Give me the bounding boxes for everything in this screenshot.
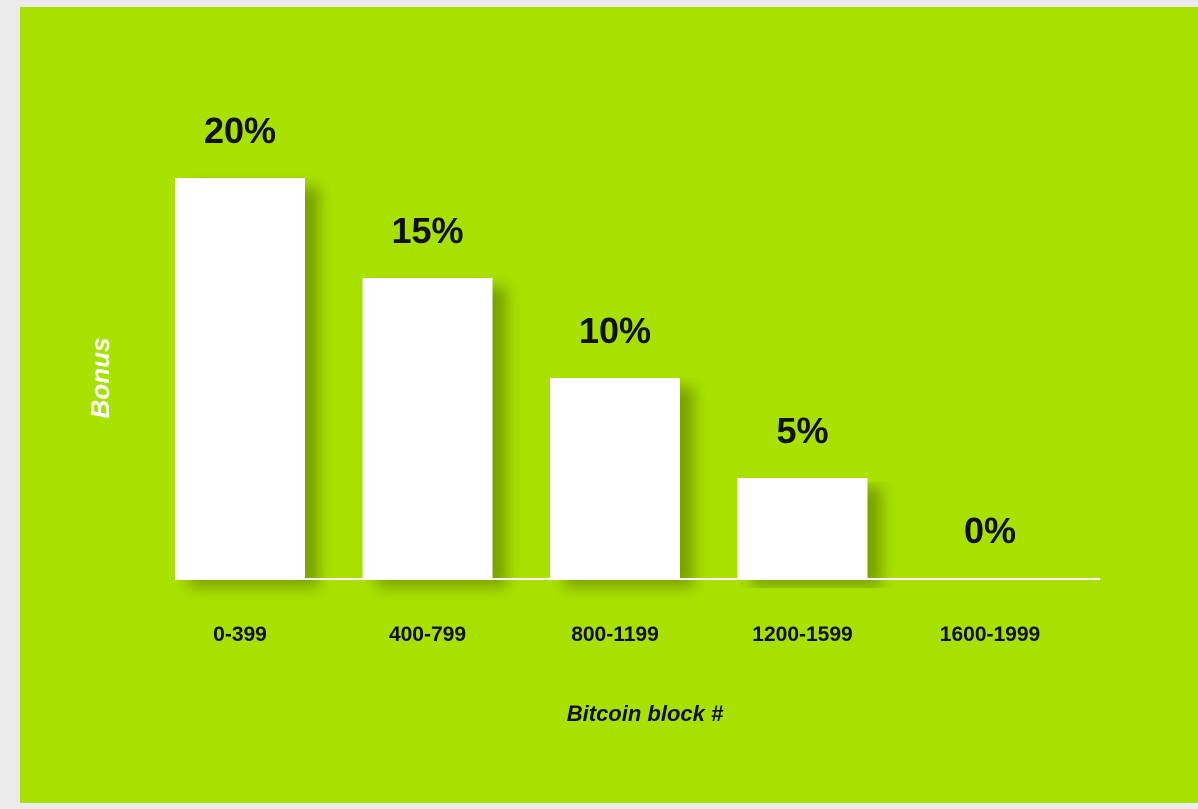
- tick-label-400-799: 400-799: [389, 623, 466, 646]
- data-label-800-1199: 10%: [579, 310, 651, 351]
- tick-label-800-1199: 800-1199: [571, 623, 659, 646]
- data-label-0-399: 20%: [204, 110, 276, 151]
- value-labels-group: 20% 15% 10% 5% 0%: [204, 110, 1016, 551]
- tick-label-0-399: 0-399: [213, 623, 267, 646]
- bar-0-399: [175, 178, 305, 578]
- tick-label-1600-1999: 1600-1999: [940, 623, 1040, 646]
- bar-400-799: [362, 278, 493, 578]
- x-axis-title: Bitcoin block #: [567, 701, 724, 726]
- chart-panel: 20% 15% 10% 5% 0% 0-399 400-799 800-1199 1200-1…: [20, 7, 1198, 803]
- data-label-1200-1599: 5%: [776, 410, 828, 451]
- bar-1200-1599: [737, 478, 868, 578]
- bar-chart: 20% 15% 10% 5% 0% 0-399 400-799 800-1199 1200-1…: [85, 110, 1100, 726]
- category-labels-group: 0-399 400-799 800-1199 1200-1599 1600-1999: [213, 623, 1040, 646]
- bar-800-1199: [550, 378, 680, 578]
- bars-group: [175, 178, 868, 578]
- y-axis-title: Bonus: [85, 338, 115, 419]
- data-label-400-799: 15%: [391, 210, 463, 251]
- tick-label-1200-1599: 1200-1599: [752, 623, 852, 646]
- data-label-1600-1999: 0%: [964, 510, 1016, 551]
